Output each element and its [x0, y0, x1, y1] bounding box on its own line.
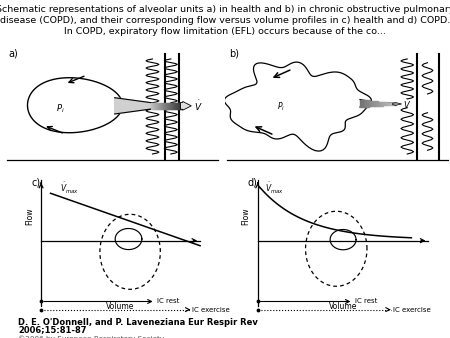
Text: a): a) [9, 49, 18, 59]
Text: IC exercise: IC exercise [192, 307, 230, 313]
Text: $\dot{V}_{max}$: $\dot{V}_{max}$ [60, 181, 79, 196]
Text: $\dot{V}$: $\dot{V}$ [403, 97, 411, 111]
Text: Flow: Flow [25, 208, 34, 225]
Text: 2006;15:81-87: 2006;15:81-87 [18, 325, 86, 334]
Text: $P_i$: $P_i$ [277, 100, 285, 113]
Polygon shape [115, 98, 151, 114]
Text: IC rest: IC rest [157, 298, 180, 305]
Text: IC rest: IC rest [355, 298, 378, 305]
FancyArrow shape [180, 101, 191, 110]
Text: ©2006 by European Respiratory Society: ©2006 by European Respiratory Society [18, 335, 164, 338]
Text: Schematic representations of alveolar units a) in health and b) in chronic obstr: Schematic representations of alveolar un… [0, 5, 450, 36]
FancyArrow shape [392, 102, 401, 105]
Text: d): d) [248, 178, 257, 188]
Text: Volume: Volume [329, 301, 357, 311]
Text: Volume: Volume [106, 301, 135, 311]
Text: Flow: Flow [241, 208, 250, 225]
Text: $\dot{V}_{max}$: $\dot{V}_{max}$ [265, 181, 284, 196]
Text: D. E. O'Donnell, and P. Laveneziana Eur Respir Rev: D. E. O'Donnell, and P. Laveneziana Eur … [18, 318, 258, 327]
Text: IC exercise: IC exercise [392, 307, 430, 313]
Text: $\dot{V}$: $\dot{V}$ [194, 99, 202, 113]
Text: b): b) [230, 49, 239, 59]
Text: c): c) [32, 178, 40, 188]
Text: $P_i$: $P_i$ [56, 103, 65, 115]
